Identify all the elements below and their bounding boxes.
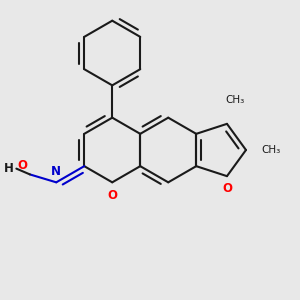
Text: O: O bbox=[17, 159, 27, 172]
Text: H: H bbox=[4, 162, 14, 175]
Text: CH₃: CH₃ bbox=[225, 95, 244, 105]
Text: O: O bbox=[107, 189, 117, 202]
Text: N: N bbox=[51, 165, 61, 178]
Text: CH₃: CH₃ bbox=[261, 145, 280, 155]
Text: O: O bbox=[222, 182, 232, 195]
